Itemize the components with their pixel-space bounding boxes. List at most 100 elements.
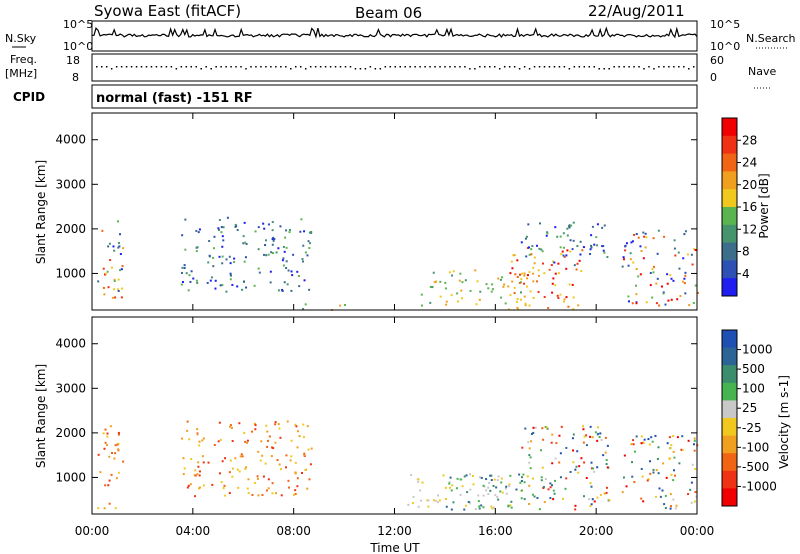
echo-cell xyxy=(308,478,311,481)
echo-cell xyxy=(285,229,288,232)
echo-cell xyxy=(590,461,593,464)
freq-dot xyxy=(324,66,327,68)
echo-cell xyxy=(445,303,448,306)
echo-cell xyxy=(294,489,297,492)
echo-cell xyxy=(228,492,231,495)
echo-cell xyxy=(549,482,552,485)
echo-cell xyxy=(188,274,191,277)
echo-cell xyxy=(656,457,659,460)
echo-cell xyxy=(571,283,574,286)
echo-cell xyxy=(572,449,575,452)
echo-cell xyxy=(477,500,480,503)
echo-cell xyxy=(242,235,245,238)
echo-cell xyxy=(444,486,447,489)
echo-cell xyxy=(308,288,311,291)
echo-cell xyxy=(664,494,667,497)
echo-cell xyxy=(500,296,503,299)
echo-cell xyxy=(568,283,571,286)
echo-cell xyxy=(497,475,500,478)
echo-cell xyxy=(254,230,257,233)
colorbar-tick-label: -25 xyxy=(742,421,762,435)
echo-cell xyxy=(268,435,271,438)
echo-cell xyxy=(280,468,283,471)
echo-cell xyxy=(554,284,557,287)
echo-cell xyxy=(217,227,220,230)
echo-cell xyxy=(282,245,285,248)
echo-cell xyxy=(236,468,239,471)
echo-cell xyxy=(288,228,291,231)
echo-cell xyxy=(196,473,199,476)
echo-cell xyxy=(114,296,117,299)
echo-cell xyxy=(572,239,575,242)
echo-cell xyxy=(692,443,695,446)
echo-cell xyxy=(104,428,107,431)
freq-dot xyxy=(658,66,660,68)
echo-cell xyxy=(299,230,302,233)
echo-cell xyxy=(419,489,422,492)
echo-cell xyxy=(528,503,531,506)
echo-cell xyxy=(602,454,605,457)
freq-dot xyxy=(165,66,168,68)
echo-cell xyxy=(448,482,451,485)
echo-cell xyxy=(606,444,609,447)
echo-cell xyxy=(694,284,697,287)
echo-cell xyxy=(269,270,272,273)
echo-cell xyxy=(579,253,582,256)
echo-cell xyxy=(285,260,288,263)
echo-cell xyxy=(530,248,533,251)
echo-cell xyxy=(674,254,677,257)
echo-cell xyxy=(280,494,283,497)
echo-cell xyxy=(108,502,111,505)
echo-cell xyxy=(433,281,436,284)
echo-cell xyxy=(562,232,565,235)
freq-dot xyxy=(414,66,416,68)
echo-cell xyxy=(604,451,607,454)
echo-cell xyxy=(465,504,468,507)
echo-cell xyxy=(554,226,557,229)
echo-cell xyxy=(187,484,190,487)
echo-cell xyxy=(474,508,477,511)
echo-cell xyxy=(670,505,673,508)
nsky-trace xyxy=(91,26,698,39)
echo-cell xyxy=(630,443,633,446)
echo-cell xyxy=(491,507,494,510)
echo-cell xyxy=(525,277,528,280)
echo-cell xyxy=(121,265,124,268)
echo-cell xyxy=(478,476,481,479)
nsearch-tick-bottom: 10^0 xyxy=(710,40,740,53)
echo-cell xyxy=(412,495,415,498)
echo-cell xyxy=(694,491,697,494)
echo-cell xyxy=(645,301,648,304)
echo-cell xyxy=(693,439,696,442)
echo-cell xyxy=(301,260,304,263)
echo-cell xyxy=(228,471,231,474)
echo-cell xyxy=(573,264,576,267)
beam-label: Beam 06 xyxy=(355,4,422,22)
echo-cell xyxy=(585,434,588,437)
echo-cell xyxy=(243,221,246,224)
echo-cell xyxy=(122,460,125,463)
echo-cell xyxy=(569,239,572,242)
echo-cell xyxy=(511,280,514,283)
echo-cell xyxy=(538,508,541,511)
echo-cell xyxy=(647,478,650,481)
echo-cell xyxy=(478,298,481,301)
echo-cell xyxy=(114,444,117,447)
freq-dot xyxy=(683,66,685,68)
echo-cell xyxy=(565,477,568,480)
echo-cell xyxy=(575,268,578,271)
echo-cell xyxy=(487,287,490,290)
echo-cell xyxy=(183,264,186,267)
freq-dot xyxy=(255,66,257,68)
echo-cell xyxy=(669,493,672,496)
echo-cell xyxy=(427,505,430,508)
colorbar-tick-label: 28 xyxy=(742,133,757,147)
echo-cell xyxy=(303,452,306,455)
freq-tick-top: 18 xyxy=(66,54,80,67)
echo-cell xyxy=(460,289,463,292)
colorbar-tick-label: -1000 xyxy=(742,479,777,493)
colorbar-swatch xyxy=(722,470,737,489)
echo-cell xyxy=(99,471,102,474)
echo-cell xyxy=(672,279,675,282)
